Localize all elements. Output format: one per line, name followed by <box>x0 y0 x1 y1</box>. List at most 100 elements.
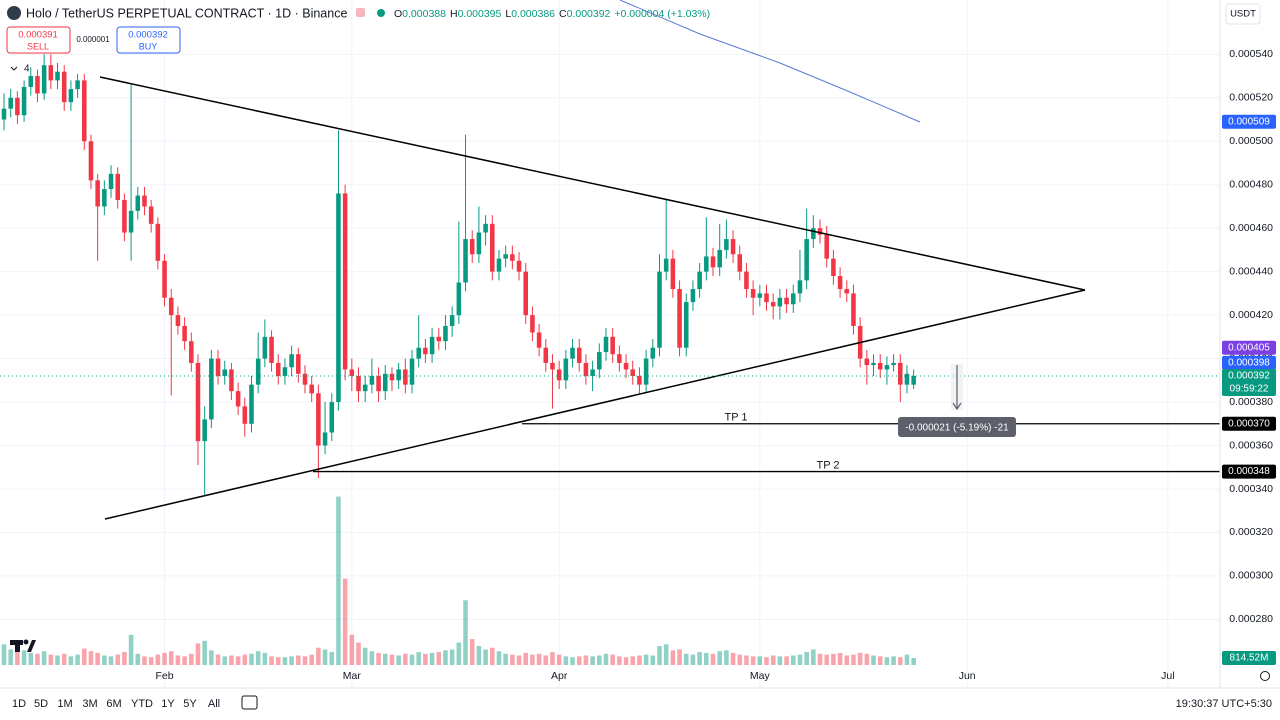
candle-body <box>162 260 167 298</box>
candle-body <box>269 336 274 363</box>
candle-body <box>409 358 415 385</box>
candle-body <box>777 297 783 307</box>
volume-bar <box>750 656 756 665</box>
range-button[interactable]: 5D <box>34 698 48 710</box>
volume-bar <box>75 654 80 665</box>
candle-body <box>148 206 154 224</box>
toolbar: 19:30:37 UTC+5:30 1D 5D 1M 3M 6M YTD 1Y 5Y All <box>12 671 1272 710</box>
trend-line-lower <box>104 289 1086 520</box>
volume-tag-label: 814.52M <box>1230 653 1269 664</box>
volume-bar <box>309 654 314 665</box>
buy-price: 0.000392 <box>128 30 168 41</box>
range-button[interactable]: 6M <box>106 698 121 710</box>
range-button[interactable]: 1M <box>57 698 72 710</box>
volume-bar <box>403 653 408 665</box>
volume-bar <box>597 655 602 665</box>
symbol-icon <box>7 6 21 20</box>
price-tag-label: 0.000392 <box>1228 371 1270 382</box>
tv-logo <box>10 639 36 652</box>
measure-tool: -0.000021 (-5.19%) -21 <box>898 364 1016 437</box>
candle-body <box>864 358 870 366</box>
volume-bar <box>536 653 542 665</box>
volume-bar <box>209 650 214 665</box>
settings-icon[interactable] <box>1260 671 1270 681</box>
volume-tag <box>1222 650 1276 665</box>
market-status-icon <box>356 8 365 17</box>
volume-bar <box>329 652 335 665</box>
volume-bar <box>322 649 328 665</box>
candle-body <box>797 280 803 294</box>
candle-body <box>576 347 582 363</box>
candle-body <box>175 315 181 326</box>
indicator-chevron[interactable] <box>10 66 18 71</box>
buy-button[interactable] <box>116 26 181 54</box>
logo-part <box>15 640 20 652</box>
volume-bar <box>764 657 769 665</box>
volume-bar <box>583 655 589 665</box>
buy-label: BUY <box>139 41 158 51</box>
candle-body <box>135 195 141 211</box>
level-label: TP 1 <box>724 412 747 424</box>
candle-body <box>904 373 910 385</box>
candle-body <box>523 271 528 316</box>
candle-body <box>556 369 562 381</box>
logo-part <box>23 639 29 645</box>
ohlc-value: 0.000386 <box>511 8 555 20</box>
ohlc-label: O <box>394 8 402 20</box>
volume-bar <box>610 654 615 665</box>
volume-bar <box>657 646 662 665</box>
volume-bar <box>590 656 595 665</box>
range-button[interactable]: YTD <box>131 698 153 710</box>
currency-box[interactable] <box>1225 3 1261 25</box>
price-axis: 0.000280 0.000300 0.000320 0.000340 0.000360… <box>1219 0 1280 688</box>
live-dot <box>377 9 385 17</box>
y-tick-label: 0.000320 <box>1229 526 1273 538</box>
range-button[interactable]: 1D <box>12 698 26 710</box>
y-tick-label: 0.000440 <box>1229 265 1273 277</box>
level-tag <box>1222 464 1276 479</box>
volume-bar <box>556 654 562 665</box>
candle-body <box>737 254 743 272</box>
candle-body <box>209 358 214 420</box>
volume-bar <box>429 652 435 665</box>
volume-bar <box>316 647 321 665</box>
volume-bar <box>389 654 395 665</box>
price-tag <box>1222 368 1276 396</box>
volume-bar <box>730 652 736 665</box>
volume-bar <box>35 653 40 665</box>
sell-button[interactable] <box>6 26 71 54</box>
volume-bar <box>82 648 87 665</box>
range-button[interactable]: 1Y <box>161 698 175 710</box>
candle-body <box>463 239 468 283</box>
volume-bar <box>777 656 783 665</box>
volume-bar <box>108 656 114 665</box>
header: Holo / TetherUS PERPETUAL CONTRACT · 1D … <box>6 3 1261 75</box>
volume-bar <box>282 657 288 665</box>
candle-body <box>583 362 589 376</box>
volume-bar <box>195 643 201 665</box>
y-tick-label: 0.000500 <box>1229 135 1273 147</box>
volume-bar <box>817 653 823 665</box>
range-button[interactable]: All <box>208 698 220 710</box>
volume-bar <box>851 654 856 665</box>
volume-bar <box>670 650 676 665</box>
candle-body <box>476 232 482 255</box>
volume-bar <box>242 654 248 665</box>
volume-bar <box>349 634 355 665</box>
candle-body <box>262 336 268 359</box>
volume-bar <box>423 653 428 665</box>
candle-body <box>95 180 100 207</box>
candle-body <box>724 239 729 250</box>
currency: USDT <box>1230 9 1256 20</box>
volume-bar <box>630 656 636 665</box>
candle-body <box>663 258 669 272</box>
range-button[interactable]: 5Y <box>183 698 197 710</box>
volume-bar <box>864 653 870 665</box>
volume-pane <box>1 496 916 665</box>
candle-body <box>282 367 288 376</box>
range-button[interactable]: 3M <box>82 698 97 710</box>
volume-bar <box>61 653 67 665</box>
x-tick-label: Feb <box>155 670 173 682</box>
calendar-icon[interactable] <box>241 695 258 710</box>
